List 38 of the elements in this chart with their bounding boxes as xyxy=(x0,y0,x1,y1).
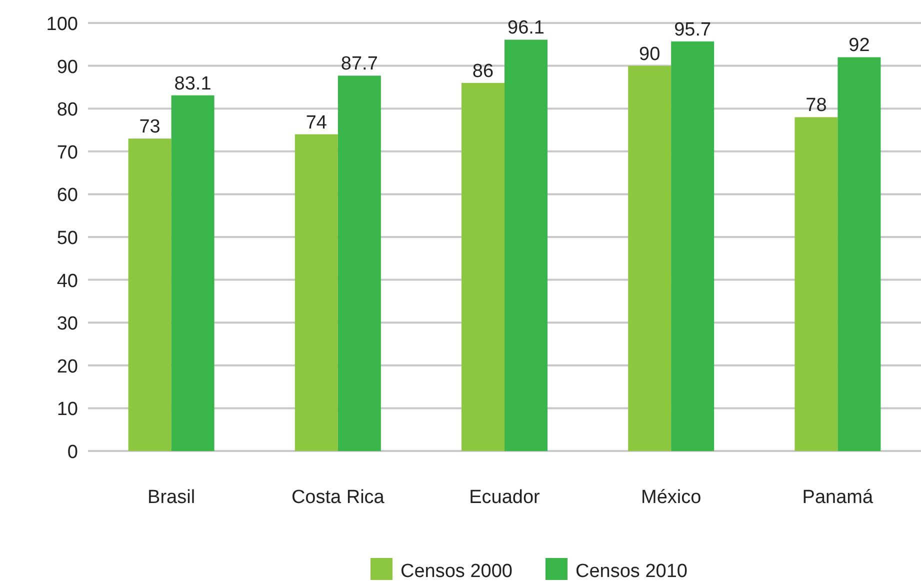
bar xyxy=(171,95,214,451)
bar xyxy=(671,41,714,451)
bar xyxy=(504,40,548,451)
bar xyxy=(128,138,172,451)
y-tick-label: 90 xyxy=(56,56,78,78)
y-tick-label: 70 xyxy=(56,142,78,164)
bar xyxy=(838,57,881,451)
x-tick-label: Panamá xyxy=(802,487,874,508)
bar xyxy=(338,76,381,451)
y-tick-label: 30 xyxy=(56,314,78,335)
y-tick-label: 50 xyxy=(56,228,78,249)
y-tick-label: 40 xyxy=(56,270,78,292)
x-tick-label: Ecuador xyxy=(469,487,541,508)
data-label: 96.1 xyxy=(508,18,544,39)
data-label: 92 xyxy=(848,35,870,56)
y-tick-label: 20 xyxy=(56,356,78,378)
bar xyxy=(794,117,838,451)
data-label: 73 xyxy=(139,116,160,138)
legend-label: Censos 2000 xyxy=(400,561,512,581)
bar xyxy=(628,66,672,451)
x-tick-label: Brasil xyxy=(148,487,196,508)
y-tick-label: 100 xyxy=(46,14,78,35)
y-tick-label: 10 xyxy=(56,399,78,420)
x-tick-label: México xyxy=(641,487,702,508)
data-label: 86 xyxy=(472,60,494,82)
legend-label: Censos 2010 xyxy=(576,561,688,581)
data-label: 90 xyxy=(639,44,660,65)
y-tick-label: 60 xyxy=(56,185,78,206)
data-label: 83.1 xyxy=(174,73,212,94)
bar xyxy=(462,82,504,451)
y-tick-label: 0 xyxy=(67,442,78,463)
data-label: 74 xyxy=(306,112,328,134)
data-label: 78 xyxy=(806,95,827,116)
x-tick-label: Costa Rica xyxy=(291,487,385,508)
y-tick-label: 80 xyxy=(56,100,78,121)
bar xyxy=(294,134,338,451)
data-label: 87.7 xyxy=(340,54,378,75)
data-label: 95.7 xyxy=(674,19,712,40)
